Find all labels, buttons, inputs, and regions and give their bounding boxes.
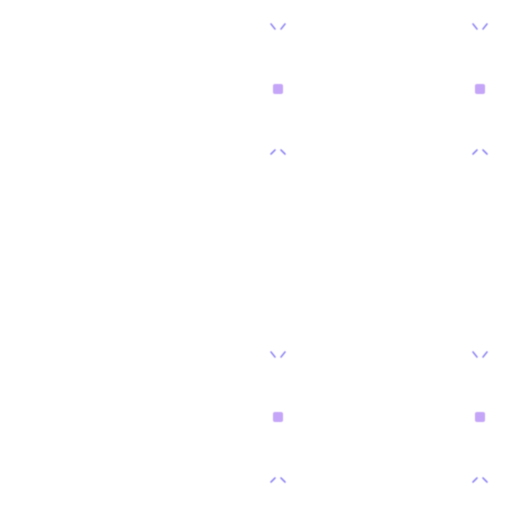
square-dot-icon [273, 84, 283, 94]
chevrons-converge-down-icon [270, 23, 286, 30]
marker-top-right [465, 20, 495, 170]
square-dot-icon [475, 84, 485, 94]
square-dot-icon [273, 412, 283, 422]
chevrons-converge-down-icon [472, 23, 488, 30]
chevrons-diverge-down-icon [472, 149, 488, 155]
square-dot-icon [475, 412, 485, 422]
chevrons-diverge-down-icon [270, 477, 286, 483]
chevrons-diverge-down-icon [472, 477, 488, 483]
chevrons-diverge-down-icon [270, 149, 286, 155]
marker-bottom-left [263, 348, 293, 498]
marker-bottom-right [465, 348, 495, 498]
chevrons-converge-down-icon [270, 351, 286, 358]
marker-top-left [263, 20, 293, 170]
chevrons-converge-down-icon [472, 351, 488, 358]
